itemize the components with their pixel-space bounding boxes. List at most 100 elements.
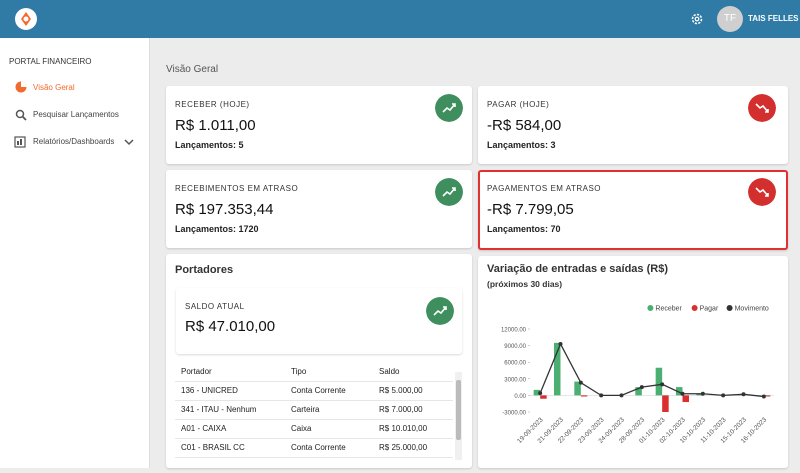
nav-item[interactable]: Visão Geral — [33, 83, 75, 92]
line-point — [761, 394, 766, 399]
legend-marker — [691, 305, 698, 311]
nav-item[interactable]: Pesquisar Lançamentos — [33, 110, 119, 119]
y-tick-label: 9000.00 — [504, 344, 526, 350]
legend-label: Pagar — [700, 306, 719, 313]
nav-item[interactable]: Relatórios/Dashboards — [33, 137, 115, 146]
sidebar: PORTAL FINANCEIRO Visão Geral Pesquisar … — [0, 38, 150, 468]
top-bar: TF TAIS FELLES — [0, 0, 800, 38]
chart-subtitle: (próximos 30 dias) — [487, 279, 562, 289]
y-tick-label: -3000.00 — [502, 411, 526, 417]
chart-title: Variação de entradas e saídas (R$) — [487, 263, 668, 275]
line — [539, 342, 764, 398]
sidebar-title: PORTAL FINANCEIRO — [9, 57, 92, 66]
nav-icon — [14, 136, 26, 148]
card-label: RECEBER (HOJE) — [175, 100, 250, 109]
avatar[interactable]: TF — [717, 6, 743, 32]
card-label: PAGAMENTOS EM ATRASO — [487, 184, 602, 193]
table-cell: R$ 5.000,00 — [373, 381, 453, 401]
column-header: Portador — [175, 362, 285, 382]
table-cell: A01 - CAIXA — [175, 419, 285, 439]
user-name[interactable]: TAIS FELLES — [748, 14, 799, 23]
table-cell: 136 - UNICRED — [175, 381, 285, 401]
bar — [763, 395, 771, 397]
line-point — [639, 385, 644, 390]
table-row[interactable]: A01 - CAIXA Caixa R$ 10.010,00 — [175, 419, 453, 439]
line-point — [599, 393, 604, 398]
table-cell: 341 - ITAU - Nenhum — [175, 400, 285, 420]
table-cell: C01 - BRASIL CC — [175, 438, 285, 458]
trend-up-icon — [435, 178, 463, 206]
portadores-table: Portador Tipo Saldo 136 - UNICRED Conta C… — [175, 362, 453, 458]
table-cell: R$ 10.010,00 — [373, 419, 453, 439]
legend-marker — [647, 305, 654, 311]
line-point — [741, 392, 746, 397]
card-count: Lançamentos: 5 — [175, 140, 244, 150]
y-tick-label: 0.00 — [514, 394, 526, 400]
trend-down-icon — [748, 178, 776, 206]
line-point — [721, 393, 726, 398]
y-tick-label: 12000.00 — [501, 328, 527, 334]
card-label: RECEBIMENTOS EM ATRASO — [175, 184, 299, 193]
table-row[interactable]: C01 - BRASIL CC Conta Corrente R$ 25.000,0… — [175, 438, 453, 458]
bar — [655, 367, 663, 396]
legend-label: Receber — [655, 306, 682, 313]
nav-icon — [15, 109, 27, 121]
line-point — [538, 391, 543, 396]
logo[interactable] — [14, 7, 38, 31]
legend-label: Movimento — [735, 306, 769, 313]
card-value: -R$ 584,00 — [487, 117, 562, 134]
chart: Variação de entradas e saídas (R$) (próx… — [487, 263, 774, 445]
summary-card: PAGAMENTOS EM ATRASO -R$ 7.799,05 Lançam… — [478, 170, 788, 250]
chart-card: Variação de entradas e saídas (R$) (próx… — [478, 256, 788, 468]
column-header: Saldo — [373, 362, 453, 382]
table-cell: R$ 25.000,00 — [373, 438, 453, 458]
card-label: PAGAR (HOJE) — [487, 100, 550, 109]
table-cell: R$ 7.000,00 — [373, 400, 453, 420]
bar — [540, 395, 547, 399]
bar — [580, 395, 588, 397]
summary-card: RECEBIMENTOS EM ATRASO R$ 197.353,44 Lan… — [166, 170, 472, 248]
card-value: -R$ 7.799,05 — [487, 201, 574, 218]
saldo-card: SALDO ATUAL R$ 47.010,00 — [176, 288, 462, 354]
section-title: Portadores — [175, 264, 234, 276]
line-point — [680, 391, 685, 396]
line-point — [660, 382, 665, 387]
bar — [696, 393, 703, 396]
table-cell: Conta Corrente — [285, 381, 373, 401]
bar — [675, 387, 683, 396]
table-row[interactable]: 341 - ITAU - Nenhum Carteira R$ 7.000,00 — [175, 400, 453, 420]
card-value: R$ 1.011,00 — [175, 117, 256, 134]
y-tick-label: 6000.00 — [504, 361, 526, 367]
card-value: R$ 197.353,44 — [175, 201, 274, 218]
trend-up-icon — [435, 94, 463, 122]
chevron[interactable] — [124, 137, 134, 147]
card-count: Lançamentos: 3 — [487, 140, 556, 150]
bar — [533, 389, 541, 396]
summary-card: PAGAR (HOJE) -R$ 584,00 Lançamentos: 3 — [478, 86, 788, 164]
bar — [662, 395, 669, 412]
nav-icon — [15, 81, 27, 93]
card-count: Lançamentos: 70 — [487, 224, 561, 234]
card-label: SALDO ATUAL — [185, 302, 245, 311]
line-point — [700, 391, 705, 396]
line-point — [578, 380, 583, 385]
trend-up-icon — [426, 297, 454, 325]
page-title: Visão Geral — [166, 64, 219, 75]
bar — [635, 387, 642, 396]
table-cell: Conta Corrente — [285, 438, 373, 458]
bar — [553, 342, 561, 396]
trend-down-icon — [748, 94, 776, 122]
table-row[interactable]: 136 - UNICRED Conta Corrente R$ 5.000,00 — [175, 381, 453, 401]
bar — [682, 395, 690, 403]
portadores-card: Portadores SALDO ATUAL R$ 47.010,00 Port… — [166, 254, 472, 468]
y-tick-label: 3000.00 — [504, 377, 526, 383]
bar — [574, 381, 581, 396]
line-point — [619, 393, 624, 398]
line-point — [558, 341, 563, 346]
table-cell: Carteira — [285, 400, 373, 420]
summary-card: RECEBER (HOJE) R$ 1.011,00 Lançamentos: … — [166, 86, 472, 164]
column-header: Tipo — [285, 362, 373, 382]
settings-icon[interactable] — [690, 12, 704, 26]
scrollbar[interactable] — [455, 372, 462, 460]
